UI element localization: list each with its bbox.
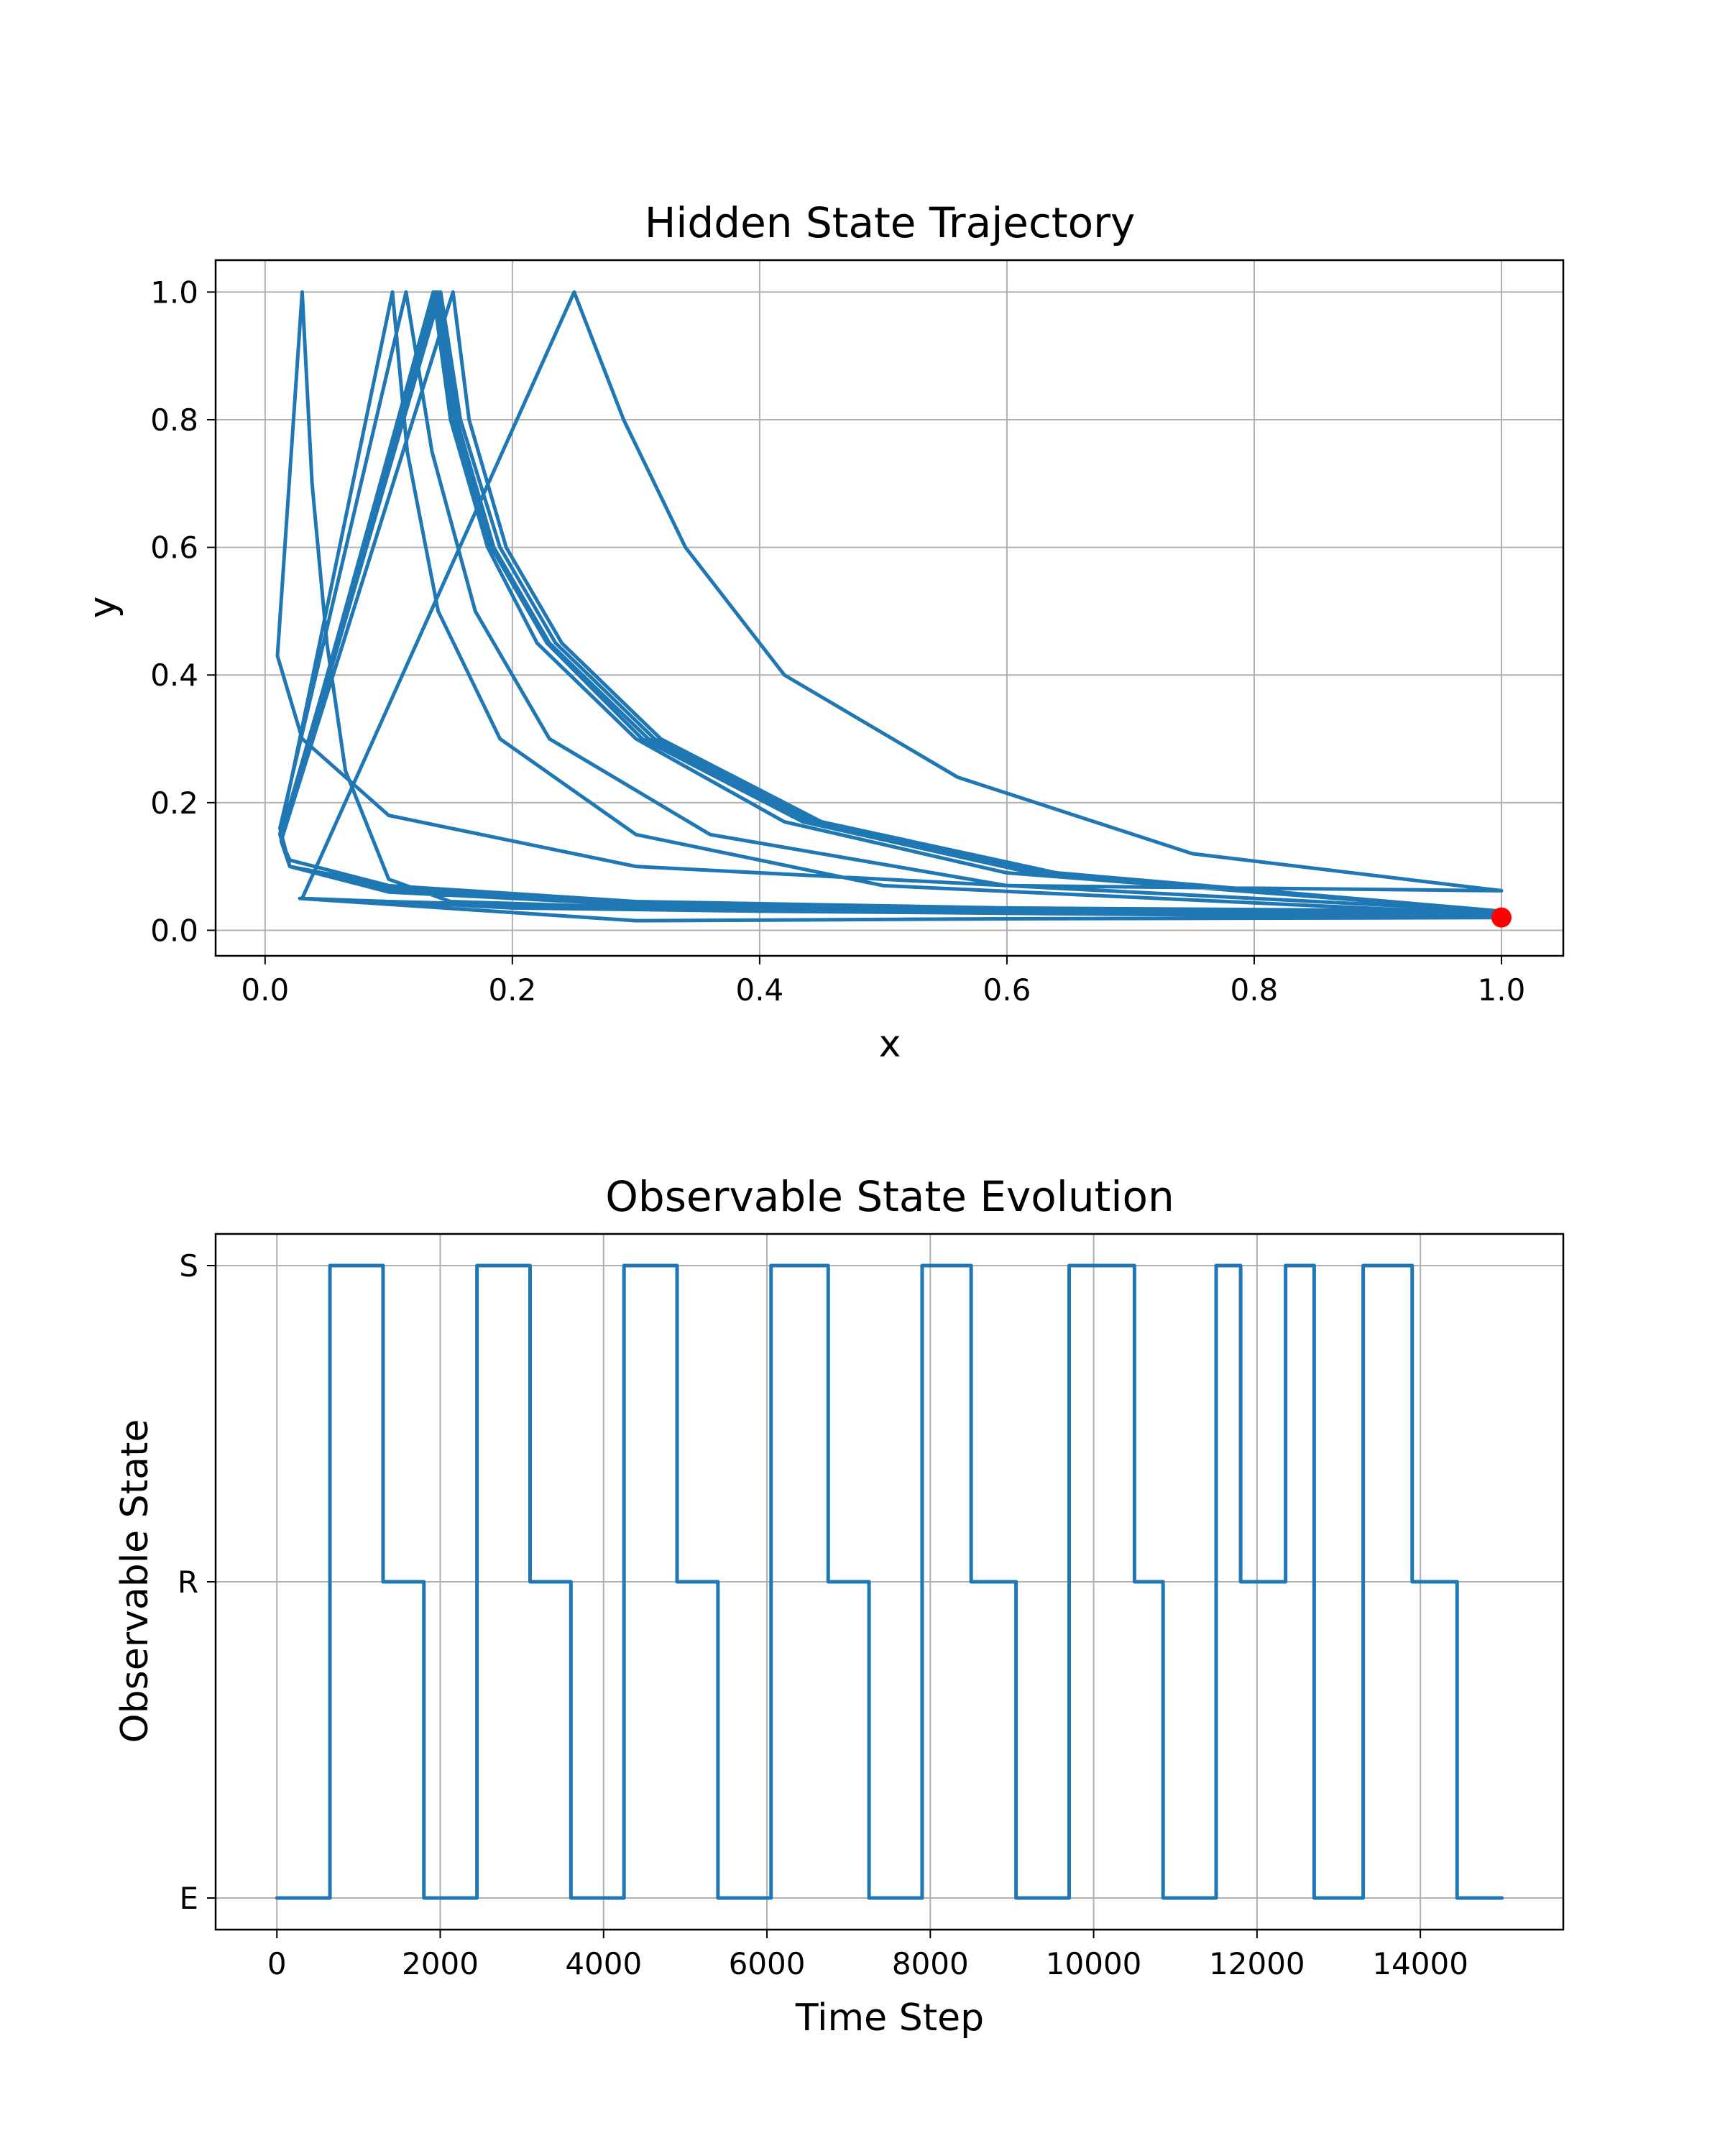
y-tick-label: 0.4: [150, 658, 198, 693]
ticks: 0.0 0.2 0.4 0.6 0.8 1.0 0.0 0.2 0.4 0.6 0.8 1.0: [150, 275, 1525, 1008]
x-axis-label: x: [879, 1023, 901, 1066]
x-tick-label: 4000: [565, 1946, 642, 1981]
state-step-line: [275, 1263, 1504, 1900]
y-axis-label: y: [81, 596, 124, 619]
markers: [1491, 907, 1512, 928]
trajectory-line: [275, 290, 1504, 923]
y-tick-label: R: [178, 1565, 198, 1600]
x-tick-label: 0.0: [241, 972, 289, 1008]
y-tick-label: 1.0: [150, 275, 198, 310]
x-axis-label: Time Step: [795, 1996, 984, 2040]
y-tick-label: 0.6: [150, 530, 198, 566]
x-tick-label: 0: [267, 1946, 287, 1981]
plot-frame: [214, 259, 1565, 957]
x-tick-label: 1.0: [1478, 972, 1526, 1008]
x-tick-label: 0.2: [488, 972, 536, 1008]
observable-state-plot: 0 2000 4000 6000 8000 10000 12000 14000 E R S Obse…: [114, 1172, 1565, 2040]
x-tick-label: 2000: [402, 1946, 479, 1981]
ticks: 0 2000 4000 6000 8000 10000 12000 14000 E R S: [178, 1248, 1468, 1981]
x-tick-label: 14000: [1372, 1946, 1468, 1981]
y-tick-label: 0.2: [150, 786, 198, 821]
x-tick-label: 6000: [729, 1946, 806, 1981]
y-tick-label: S: [179, 1248, 198, 1284]
x-tick-label: 0.8: [1230, 972, 1279, 1008]
y-tick-label: E: [179, 1881, 198, 1916]
x-tick-label: 0.4: [735, 972, 783, 1008]
hidden-state-plot: 0.0 0.2 0.4 0.6 0.8 1.0 0.0 0.2 0.4 0.6 0.8 1.0 Hid…: [81, 198, 1565, 1066]
x-tick-label: 8000: [892, 1946, 969, 1981]
plot-title: Observable State Evolution: [605, 1172, 1174, 1221]
x-tick-label: 10000: [1046, 1946, 1142, 1981]
y-tick-label: 0.0: [150, 913, 198, 948]
x-tick-label: 12000: [1209, 1946, 1305, 1981]
end-point-marker: [1491, 907, 1512, 928]
x-tick-label: 0.6: [983, 972, 1031, 1008]
y-tick-label: 0.8: [150, 402, 198, 438]
y-axis-label: Observable State: [114, 1419, 157, 1743]
plot-title: Hidden State Trajectory: [645, 198, 1136, 247]
